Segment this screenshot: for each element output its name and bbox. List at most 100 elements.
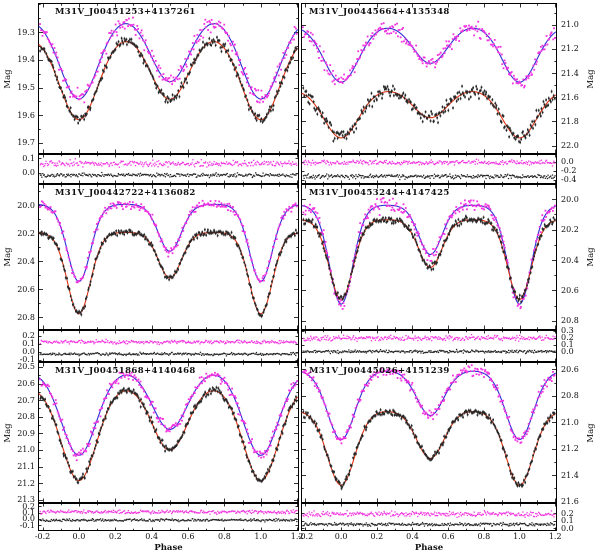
tick-label: 0.0 [22, 347, 35, 357]
tick-label: 0.1 [561, 516, 574, 526]
tick-label: 1.0 [254, 531, 268, 541]
tick-label: 0.0 [561, 523, 574, 533]
panel-top-left: M31V_J00451253+4137261 [38, 3, 299, 184]
tick-label: 21.0 [561, 20, 579, 30]
y-axis-label: Mag [586, 247, 596, 267]
tick-label: 1.0 [513, 531, 526, 541]
tick-label: -0.2 [561, 166, 577, 176]
tick-label: 21.4 [561, 68, 579, 78]
x-axis-label: Phase [154, 543, 183, 553]
tick-label: 0.6 [441, 531, 455, 541]
panel-bottom-right: M31V_J00445026+4151239 [301, 362, 557, 531]
main-plot-canvas [38, 3, 299, 154]
tick-label: 0.8 [218, 531, 231, 541]
panel-title: M31V_J00451868+4140468 [55, 366, 196, 376]
tick-label: 20.6 [561, 285, 579, 295]
tick-label: 20.4 [17, 256, 35, 266]
tick-label: 20.8 [561, 391, 579, 401]
residuals-canvas [301, 503, 557, 531]
tick-label: 21.6 [561, 92, 579, 102]
tick-label: 21.1 [17, 462, 35, 471]
tick-label: 20.6 [561, 364, 579, 374]
tick-label: 20.2 [561, 225, 579, 235]
tick-label: 19.3 [17, 27, 35, 37]
tick-label: 20.4 [561, 255, 579, 265]
tick-label: 0.0 [22, 514, 35, 524]
residuals-canvas [38, 503, 299, 531]
tick-label: 0.0 [72, 531, 86, 541]
tick-label: 0.2 [370, 531, 384, 541]
tick-label: 20.8 [17, 312, 35, 322]
tick-label: 21.0 [17, 445, 35, 455]
main-plot-canvas [38, 362, 299, 503]
tick-label: 0.0 [561, 347, 574, 357]
x-axis-label: Phase [414, 543, 444, 553]
tick-label: 21.2 [561, 44, 579, 54]
tick-label: 1.2 [548, 531, 562, 541]
tick-label: -0.1 [19, 520, 35, 530]
tick-label: 20.5 [17, 362, 35, 372]
residuals-canvas [301, 330, 557, 362]
panel-middle-left: M31V_J00442722+4136082 [38, 184, 299, 362]
main-plot-canvas [301, 184, 557, 330]
tick-label: 20.2 [17, 228, 35, 238]
panel-title: M31V_J00445664+4135348 [309, 7, 450, 17]
panel-bottom-left: M31V_J00451868+4140468 [38, 362, 299, 531]
tick-label: 0.0 [561, 157, 574, 167]
tick-label: 0.1 [22, 153, 35, 163]
tick-label: 20.9 [17, 428, 35, 438]
panel-middle-right: M31V_J00453244+4147425 [301, 184, 557, 362]
tick-label: 1.2 [290, 531, 304, 541]
tick-label: 21.8 [561, 116, 579, 126]
tick-label: 0.3 [561, 326, 574, 336]
tick-label: 20.8 [17, 412, 35, 422]
tick-label: 20.8 [561, 316, 579, 326]
tick-label: 0.4 [406, 531, 419, 541]
tick-label: 21.4 [561, 470, 579, 480]
tick-label: 0.0 [22, 168, 35, 178]
tick-label: 19.5 [17, 83, 35, 92]
residuals-canvas [38, 330, 299, 362]
tick-label: 21.2 [561, 444, 579, 454]
panel-title: M31V_J00442722+4136082 [55, 188, 196, 198]
main-plot-canvas [301, 3, 557, 154]
tick-label: 21.3 [17, 495, 35, 505]
tick-label: 22.0 [561, 141, 579, 151]
tick-label: 0.1 [561, 340, 574, 350]
tick-label: 21.0 [561, 417, 579, 427]
tick-label: 0.4 [145, 531, 159, 541]
y-axis-label: Mag [586, 68, 596, 89]
panel-title: M31V_J00453244+4147425 [309, 188, 450, 198]
tick-label: 20.0 [17, 200, 35, 210]
tick-label: -0.1 [19, 355, 35, 365]
tick-label: 0.1 [22, 508, 35, 518]
tick-label: 0.1 [22, 339, 35, 349]
tick-label: 20.0 [561, 194, 579, 204]
tick-label: 20.7 [17, 395, 35, 405]
residuals-canvas [301, 154, 557, 184]
panel-title: M31V_J00451253+4137261 [55, 7, 196, 17]
tick-label: 0.6 [181, 531, 195, 541]
panel-title: M31V_J00445026+4151239 [309, 366, 450, 376]
tick-label: 0.2 [22, 501, 35, 511]
tick-label: 20.6 [17, 284, 35, 294]
tick-label: 20.6 [17, 379, 35, 389]
residuals-canvas [38, 154, 299, 184]
main-plot-canvas [301, 362, 557, 503]
tick-label: 0.0 [334, 531, 348, 541]
tick-label: 0.2 [561, 508, 574, 518]
tick-label: 21.2 [17, 478, 35, 488]
main-plot-canvas [38, 184, 299, 330]
y-axis-label: Mag [586, 422, 596, 443]
tick-label: 21.6 [561, 497, 579, 507]
tick-label: 0.8 [477, 531, 491, 541]
tick-label: 0.2 [108, 531, 122, 541]
tick-label: 0.2 [561, 333, 574, 343]
tick-label: 19.7 [17, 138, 35, 148]
tick-label: 19.4 [17, 55, 35, 65]
tick-label: -0.4 [561, 175, 577, 185]
panel-top-right: M31V_J00445664+4135348 [301, 3, 557, 184]
tick-label: 19.6 [17, 110, 35, 120]
tick-label: -0.2 [297, 531, 314, 541]
